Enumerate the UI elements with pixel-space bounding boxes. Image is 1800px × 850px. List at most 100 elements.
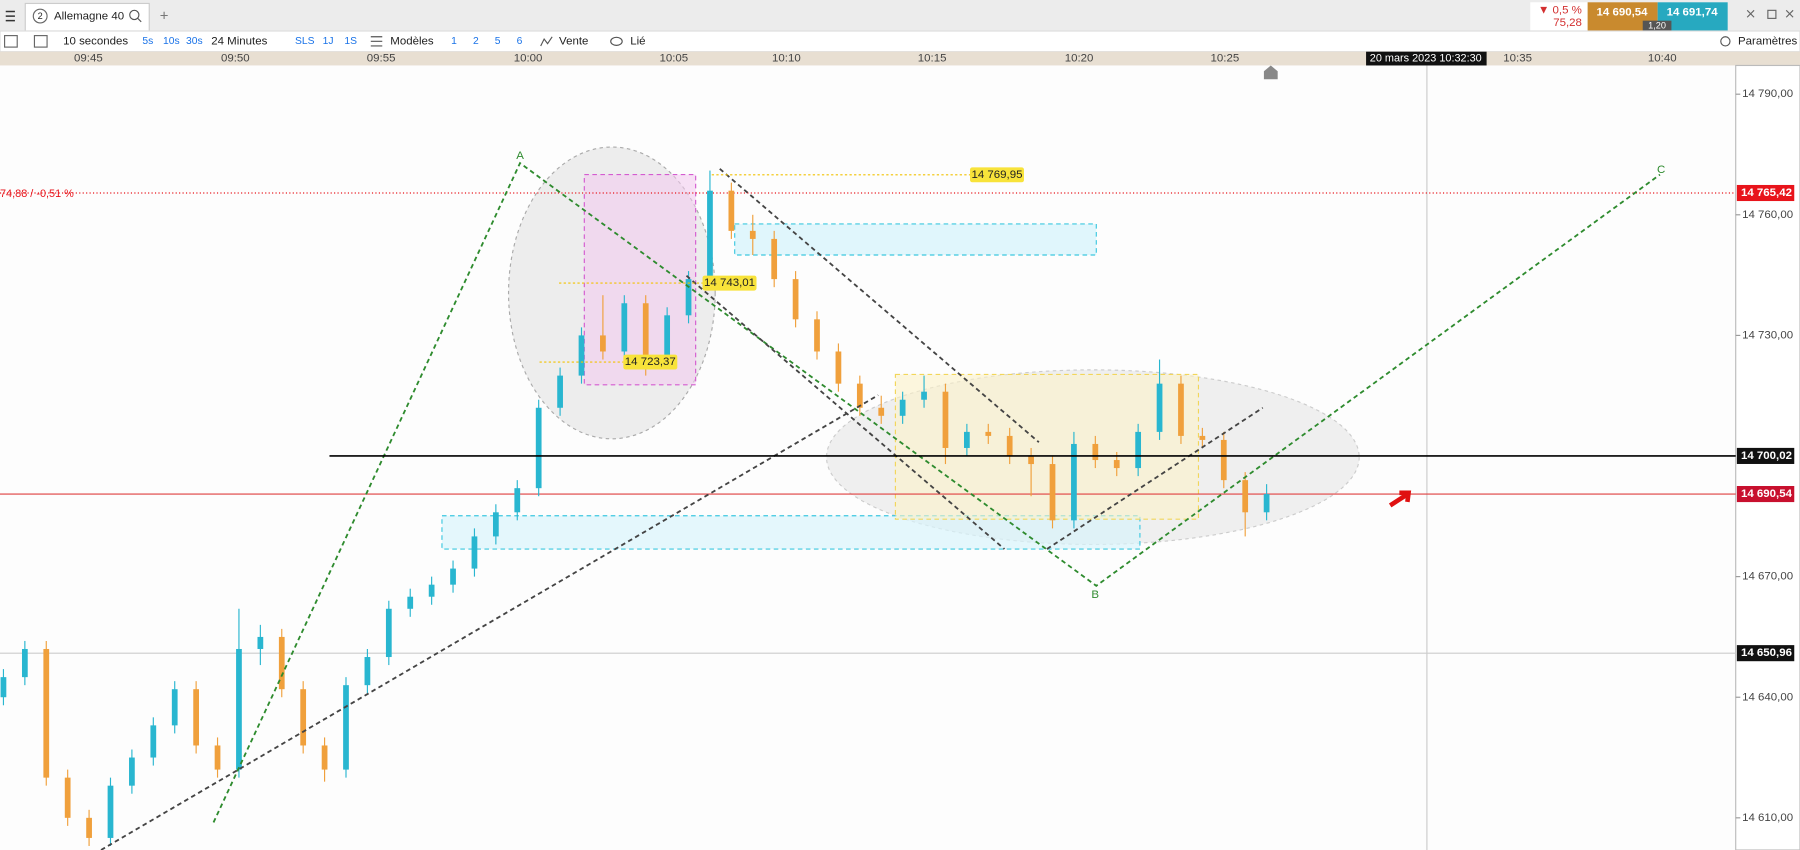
candle-body [193, 689, 199, 746]
link[interactable]: Lié [630, 35, 645, 47]
menu-button[interactable] [5, 10, 15, 22]
models[interactable]: Modèles [390, 35, 434, 47]
time-label: 10:20 [1065, 53, 1094, 65]
price-badge-label: 14 690,54 [1741, 488, 1793, 500]
candle-body [963, 431, 970, 448]
annotation-label: 14 743,01 [704, 277, 755, 289]
candle-body [921, 391, 927, 400]
time-label: 10:15 [918, 53, 947, 65]
candle-body [792, 279, 799, 320]
top-bar [0, 0, 1800, 32]
candle-body [899, 399, 906, 416]
link-icon [610, 36, 623, 46]
settings-icon [1720, 36, 1731, 47]
sell[interactable]: Vente [559, 35, 588, 47]
candle-body [385, 608, 392, 658]
candle-body [214, 745, 221, 770]
change-pct: ▼ 0,5 % [1538, 4, 1582, 16]
candle-body [1220, 439, 1227, 481]
time-label: 10:35 [1503, 53, 1532, 65]
layout-option[interactable]: 6 [517, 36, 523, 47]
spread: 1,20 [1648, 20, 1666, 30]
time-axis [0, 51, 1800, 66]
candle-body [771, 238, 778, 280]
wave-line [212, 161, 1661, 823]
candle-body [1028, 456, 1034, 465]
rect-zone [441, 515, 1141, 550]
wave-label: B [1091, 589, 1099, 601]
arrow [1388, 490, 1412, 508]
price-tick-label: 14 790,00 [1742, 88, 1793, 100]
tab-title[interactable]: Allemagne 40 [54, 11, 124, 23]
time-label: 10:10 [772, 53, 801, 65]
channel-line [685, 168, 1264, 550]
price-tick-label: 14 640,00 [1742, 691, 1793, 703]
candle-body [942, 391, 949, 448]
period[interactable]: 1S [344, 36, 357, 47]
candle-body [707, 190, 713, 280]
tab[interactable] [24, 2, 150, 32]
cursor-date: 20 mars 2023 10:32:30 [1370, 52, 1482, 64]
time-label: 10:40 [1648, 53, 1677, 65]
range[interactable]: 24 Minutes [211, 35, 267, 47]
candle-body [1071, 443, 1077, 521]
candle-body [814, 319, 820, 352]
candle-body [1156, 383, 1163, 432]
price-badge-label: 14 765,42 [1741, 187, 1792, 199]
candle-body [1242, 480, 1249, 513]
layout-option[interactable]: 1 [451, 36, 457, 47]
settings[interactable]: Paramètres [1738, 35, 1798, 47]
candle-body [0, 677, 7, 698]
layout-icon[interactable] [33, 35, 48, 48]
price-badge [1736, 184, 1795, 202]
time-label: 09:45 [74, 53, 103, 65]
annotation-label: 14 723,37 [625, 356, 676, 368]
rect-zone [894, 373, 1200, 520]
time-label: 10:25 [1211, 53, 1240, 65]
period[interactable]: SLS [295, 36, 315, 47]
candle-body [600, 335, 606, 352]
add-tab[interactable]: + [160, 8, 169, 25]
tab-badge [32, 8, 48, 24]
candle-body [621, 303, 628, 352]
interval[interactable]: 10 secondes [63, 35, 128, 47]
candle-body [450, 568, 456, 585]
layout-option[interactable]: 5 [495, 36, 501, 47]
candle-body [343, 685, 349, 770]
candle-body [471, 536, 478, 569]
candle-body [685, 279, 692, 316]
price-tick-label: 14 730,00 [1742, 329, 1793, 341]
models-icon[interactable] [370, 36, 383, 47]
cursor-date-box [1366, 51, 1487, 66]
candle-body [514, 488, 521, 513]
tab-number: 2 [38, 11, 43, 21]
period[interactable]: 1J [323, 36, 334, 47]
wave-label: C [1657, 164, 1665, 176]
candle-body [321, 745, 328, 770]
list-icon[interactable] [4, 35, 18, 48]
price-badge [1736, 486, 1795, 503]
spread-box [1642, 20, 1672, 32]
price-tick-label: 14 760,00 [1742, 209, 1793, 221]
quick-interval[interactable]: 10s [163, 36, 180, 47]
candle-body [1113, 460, 1120, 469]
price-tick-label: 14 670,00 [1742, 571, 1793, 583]
annotation-label: 14 769,95 [971, 169, 1022, 181]
candle-body [150, 725, 157, 758]
candle-body [21, 648, 28, 678]
candle-body [1135, 431, 1142, 469]
candle-body [236, 648, 242, 770]
quick-interval[interactable]: 5s [142, 36, 153, 47]
search-icon[interactable] [129, 9, 142, 23]
change-box [1530, 2, 1588, 32]
quick-interval[interactable]: 30s [186, 36, 203, 47]
candle-body [257, 636, 264, 649]
candle-body [728, 190, 735, 231]
window-icons[interactable] [1746, 9, 1794, 19]
candle-body [492, 512, 499, 537]
bid-price: 14 690,54 [1597, 7, 1649, 19]
price-badge [1736, 645, 1795, 662]
layout-option[interactable]: 2 [473, 36, 479, 47]
candle-body [1178, 383, 1184, 436]
candle-body [878, 407, 885, 416]
